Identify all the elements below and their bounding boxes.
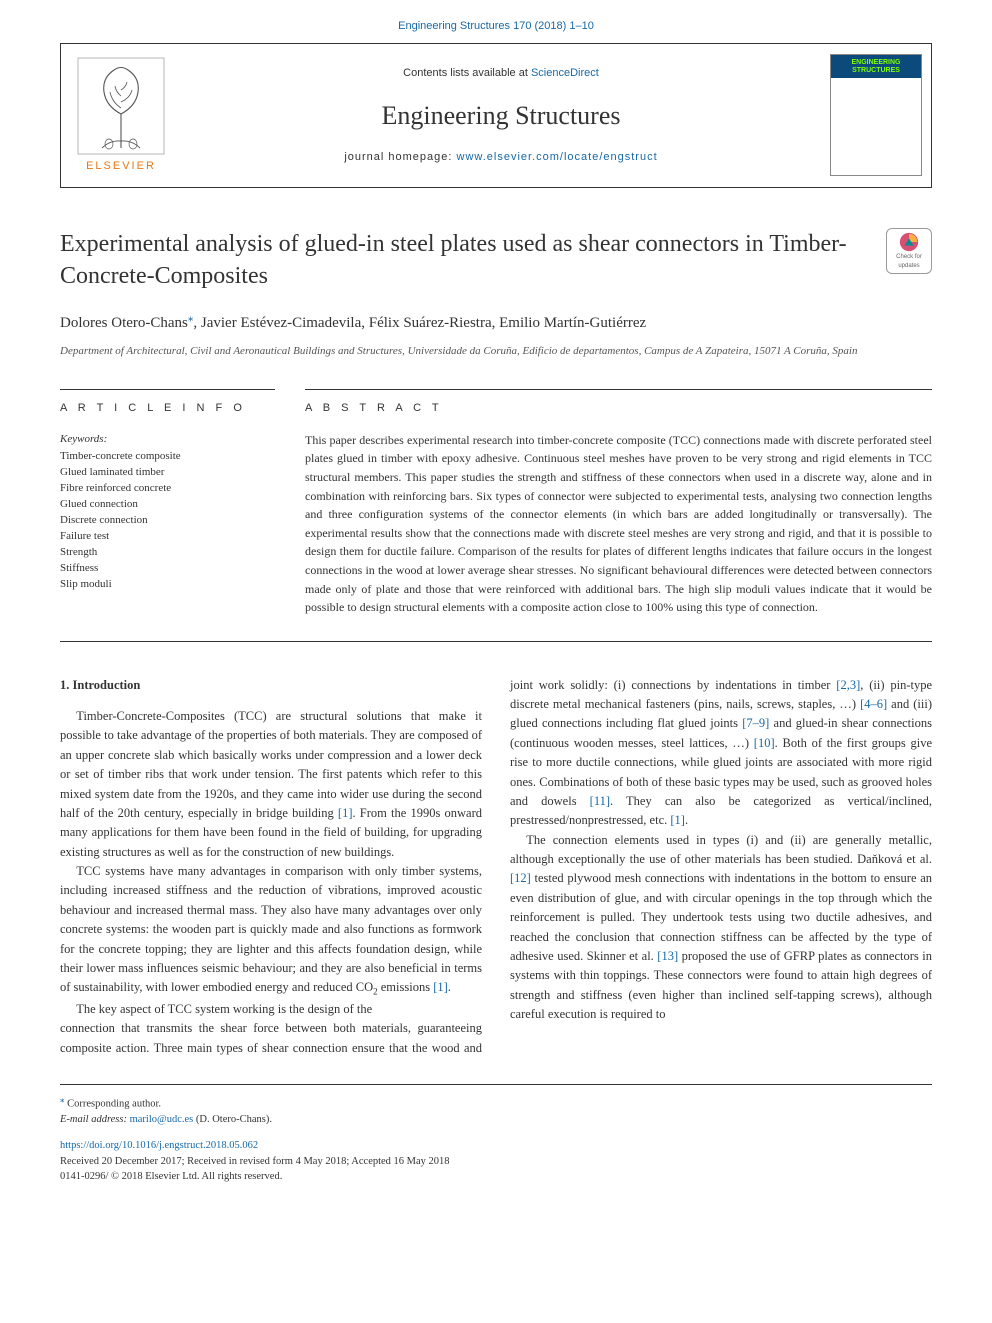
- elsevier-wordmark: ELSEVIER: [86, 158, 156, 175]
- body-text: TCC systems have many advantages in comp…: [60, 864, 482, 994]
- updates-text-2: updates: [898, 262, 919, 271]
- email-label: E-mail address:: [60, 1114, 127, 1125]
- contents-prefix: Contents lists available at: [403, 67, 531, 79]
- elsevier-tree-icon: [76, 56, 166, 156]
- body-text: emissions: [378, 980, 434, 994]
- journal-cover-thumbnail: ENGINEERING STRUCTURES: [830, 54, 922, 176]
- homepage-prefix: journal homepage:: [344, 151, 456, 163]
- elsevier-logo: ELSEVIER: [61, 44, 181, 187]
- citation-link[interactable]: [1]: [433, 980, 448, 994]
- body-two-columns: 1. Introduction Timber-Concrete-Composit…: [60, 676, 932, 1058]
- journal-name: Engineering Structures: [382, 96, 621, 135]
- citation-link[interactable]: [13]: [657, 949, 678, 963]
- section-heading-introduction: 1. Introduction: [60, 676, 482, 695]
- journal-header: ELSEVIER Contents lists available at Sci…: [60, 43, 932, 188]
- affiliation: Department of Architectural, Civil and A…: [60, 343, 932, 360]
- journal-homepage-link[interactable]: www.elsevier.com/locate/engstruct: [457, 151, 658, 163]
- citation-link[interactable]: [4–6]: [860, 697, 887, 711]
- keyword-item: Strength: [60, 545, 275, 561]
- cover-title-line2: STRUCTURES: [852, 67, 900, 74]
- email-link[interactable]: marilo@udc.es: [130, 1114, 194, 1125]
- keyword-item: Timber-concrete composite: [60, 449, 275, 465]
- body-text: Timber-Concrete-Composites (TCC) are str…: [60, 709, 482, 820]
- updates-icon: [898, 231, 920, 253]
- citation-link[interactable]: [11]: [590, 794, 610, 808]
- keywords-label: Keywords:: [60, 431, 275, 448]
- footer: ⁎ Corresponding author. E-mail address: …: [60, 1084, 932, 1185]
- authors-line: Dolores Otero-Chans⁎, Javier Estévez-Cim…: [60, 310, 932, 335]
- citation-link[interactable]: [1]: [670, 813, 685, 827]
- corr-author-label: Corresponding author.: [67, 1098, 161, 1109]
- keyword-item: Slip moduli: [60, 577, 275, 593]
- authors-rest: , Javier Estévez-Cimadevila, Félix Suáre…: [193, 315, 646, 331]
- body-paragraph: The key aspect of TCC system working is …: [60, 1000, 482, 1019]
- title-row: Experimental analysis of glued-in steel …: [60, 228, 932, 293]
- cover-body: [831, 78, 921, 175]
- journal-citation-top: Engineering Structures 170 (2018) 1–10: [0, 0, 992, 43]
- keyword-item: Discrete connection: [60, 513, 275, 529]
- citation-link[interactable]: [12]: [510, 871, 531, 885]
- copyright-line: 0141-0296/ © 2018 Elsevier Ltd. All righ…: [60, 1169, 932, 1185]
- sciencedirect-link[interactable]: ScienceDirect: [531, 67, 599, 79]
- body-paragraph: Timber-Concrete-Composites (TCC) are str…: [60, 707, 482, 862]
- abstract-bottom-rule: [60, 641, 932, 642]
- journal-cover: ENGINEERING STRUCTURES: [821, 44, 931, 187]
- citation-link[interactable]: [2,3]: [836, 678, 860, 692]
- doi-link[interactable]: https://doi.org/10.1016/j.engstruct.2018…: [60, 1138, 932, 1154]
- keyword-item: Glued connection: [60, 497, 275, 513]
- article-title: Experimental analysis of glued-in steel …: [60, 228, 866, 293]
- citation-link[interactable]: [7–9]: [742, 716, 769, 730]
- body-text: .: [685, 813, 688, 827]
- body-paragraph: The connection elements used in types (i…: [510, 831, 932, 1025]
- footnote-star-icon: ⁎: [60, 1094, 65, 1104]
- body-text: The connection elements used in types (i…: [510, 833, 932, 866]
- cover-title-line1: ENGINEERING: [851, 59, 900, 66]
- check-for-updates-badge[interactable]: Check for updates: [886, 228, 932, 274]
- body-text: The key aspect of TCC system working is …: [76, 1002, 372, 1016]
- article-info-column: A R T I C L E I N F O Keywords: Timber-c…: [60, 389, 275, 616]
- journal-homepage-line: journal homepage: www.elsevier.com/locat…: [344, 149, 657, 166]
- body-text: .: [448, 980, 451, 994]
- keyword-item: Failure test: [60, 529, 275, 545]
- abstract-heading: A B S T R A C T: [305, 389, 932, 417]
- article-info-heading: A R T I C L E I N F O: [60, 389, 275, 417]
- author-1: Dolores Otero-Chans: [60, 315, 188, 331]
- contents-available-line: Contents lists available at ScienceDirec…: [403, 65, 599, 82]
- abstract-column: A B S T R A C T This paper describes exp…: [305, 389, 932, 616]
- header-center: Contents lists available at ScienceDirec…: [181, 44, 821, 187]
- body-paragraph: TCC systems have many advantages in comp…: [60, 862, 482, 1000]
- updates-text-1: Check for: [896, 253, 922, 262]
- keyword-item: Stiffness: [60, 561, 275, 577]
- abstract-text: This paper describes experimental resear…: [305, 431, 932, 617]
- email-author: (D. Otero-Chans).: [196, 1114, 272, 1125]
- citation-link[interactable]: [10]: [754, 736, 775, 750]
- keyword-item: Fibre reinforced concrete: [60, 481, 275, 497]
- cover-title-bar: ENGINEERING STRUCTURES: [831, 55, 921, 78]
- received-dates: Received 20 December 2017; Received in r…: [60, 1154, 932, 1170]
- citation-link[interactable]: [1]: [338, 806, 353, 820]
- keyword-item: Glued laminated timber: [60, 465, 275, 481]
- email-line: E-mail address: marilo@udc.es (D. Otero-…: [60, 1112, 932, 1128]
- corresponding-author-note: ⁎ Corresponding author.: [60, 1093, 932, 1112]
